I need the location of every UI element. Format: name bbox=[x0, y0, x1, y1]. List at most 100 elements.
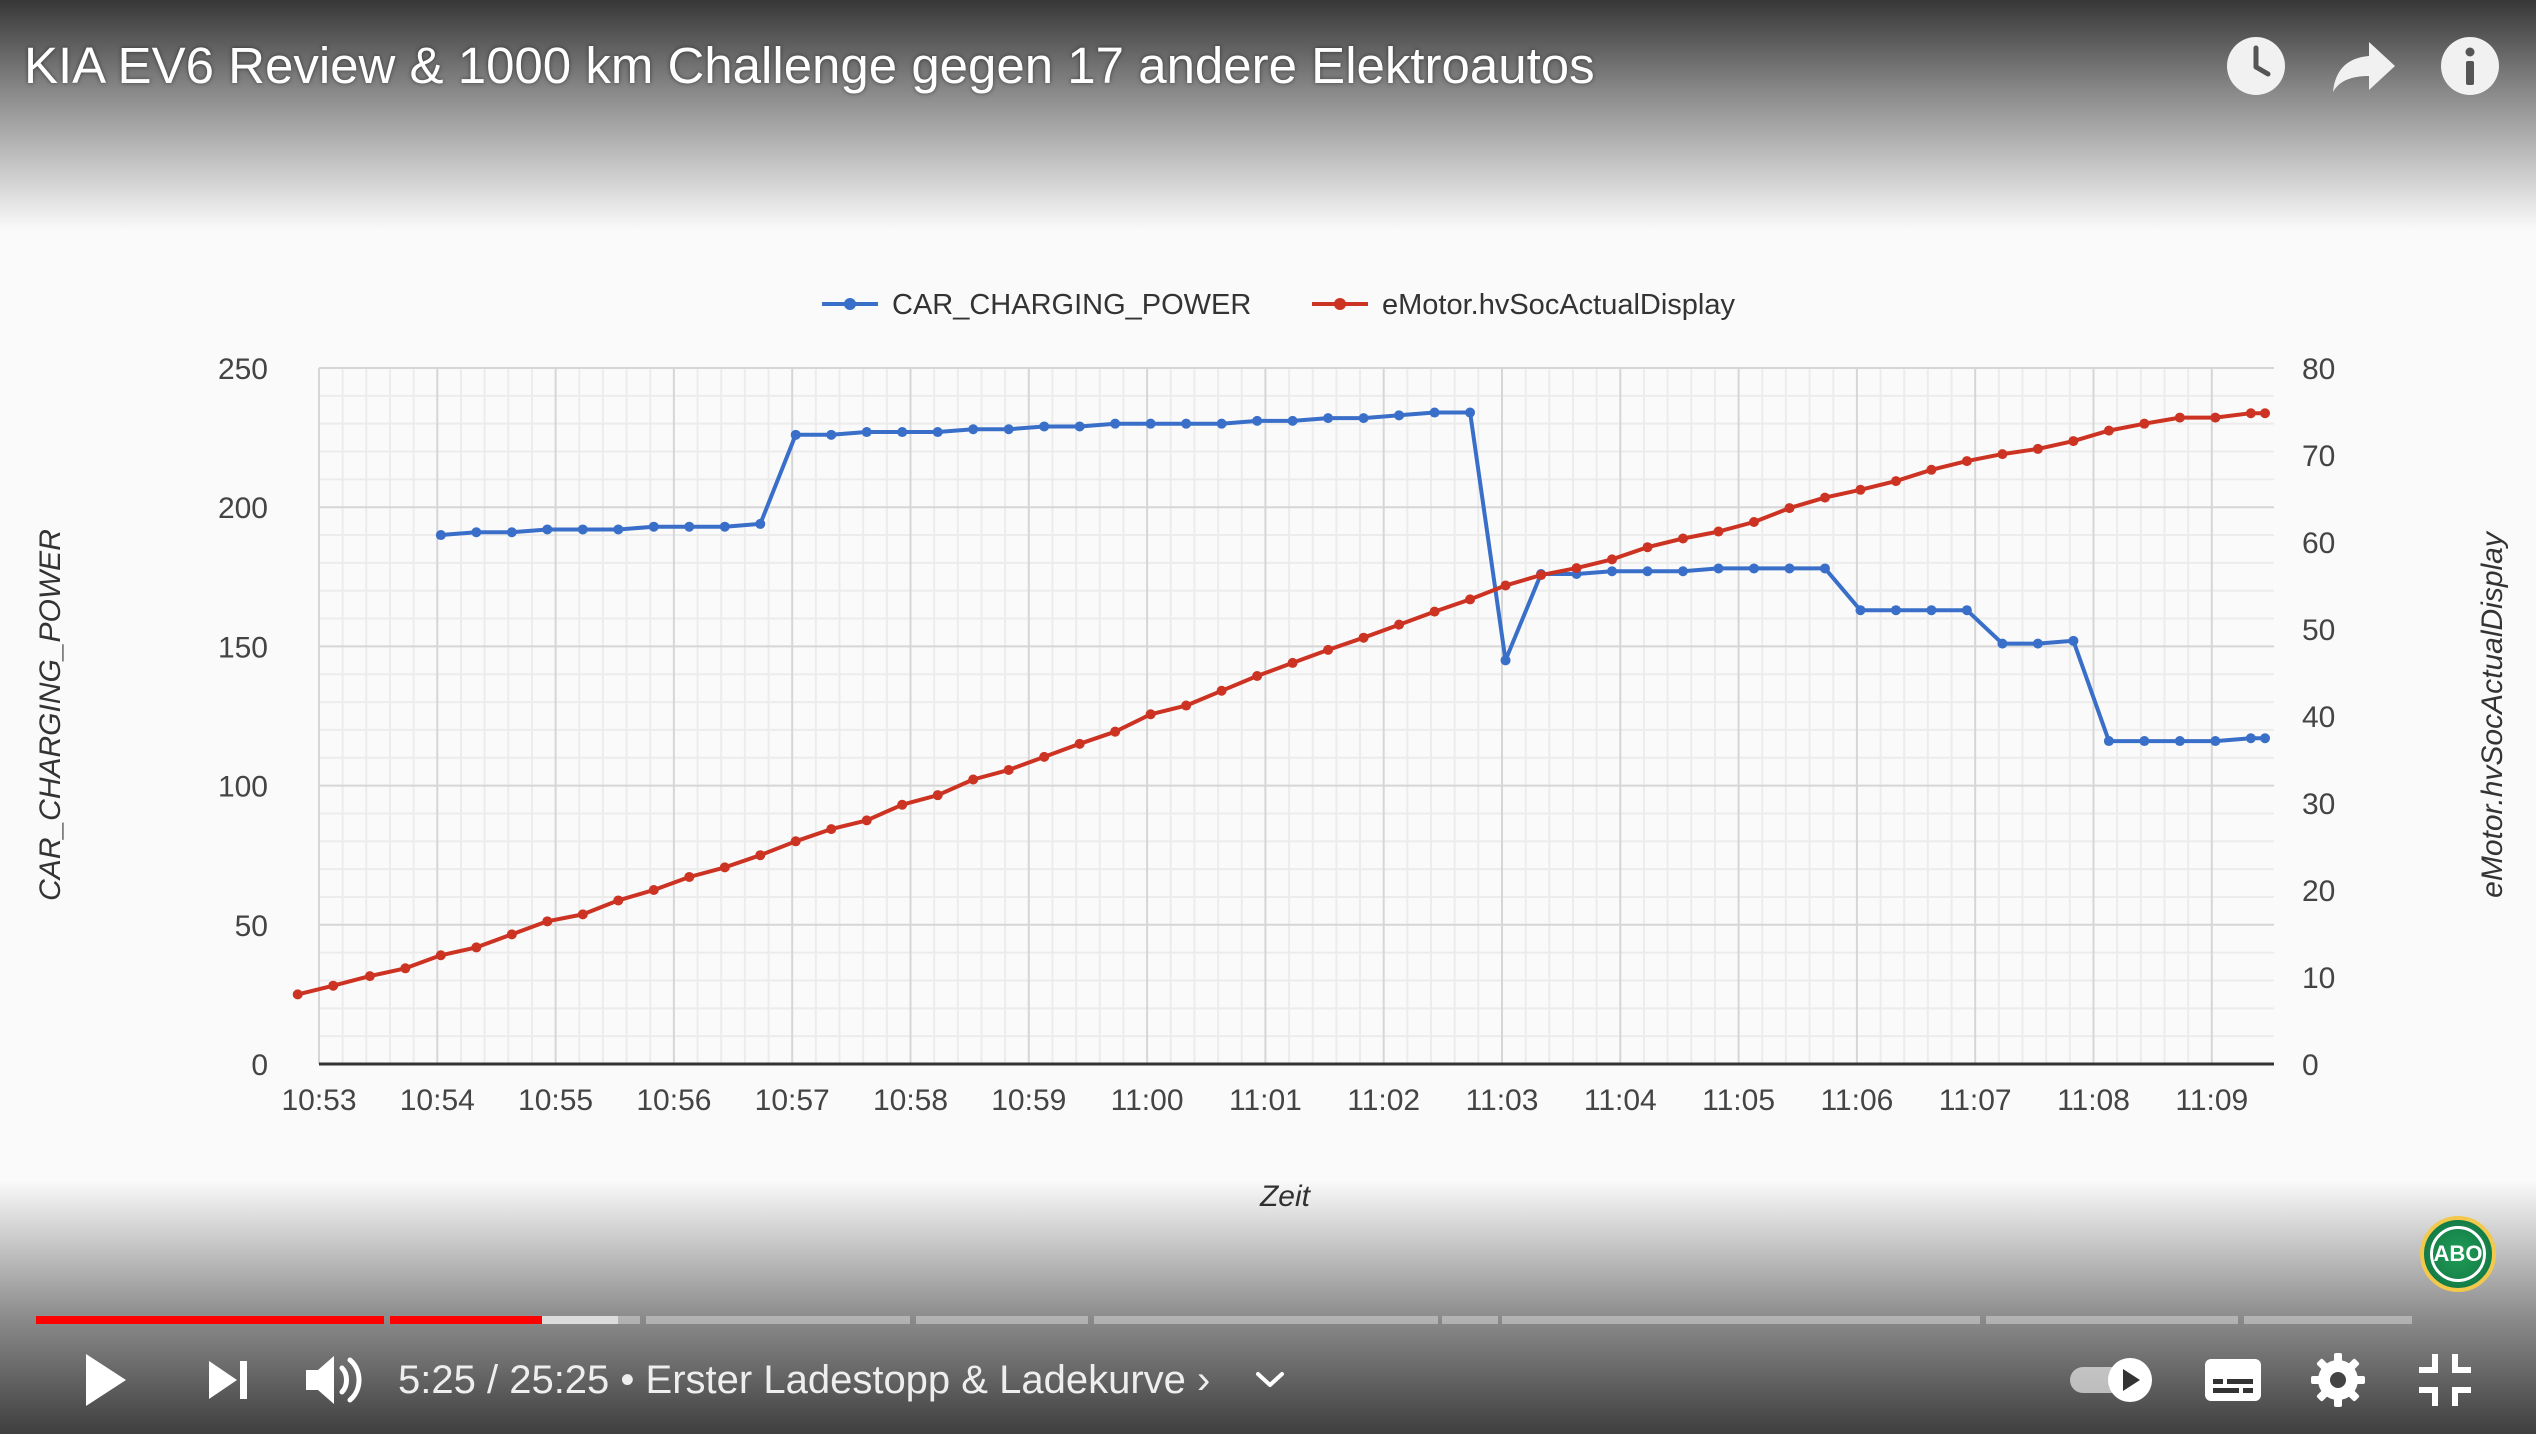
share-icon bbox=[2333, 42, 2395, 92]
data-point bbox=[1181, 418, 1192, 429]
chapter-segment[interactable] bbox=[2244, 1316, 2412, 1324]
data-point bbox=[2139, 418, 2150, 429]
data-point bbox=[2032, 638, 2043, 649]
data-point bbox=[932, 427, 943, 438]
chevron-down-icon bbox=[1256, 1372, 1284, 1387]
info-icon bbox=[2441, 37, 2499, 95]
data-point bbox=[1997, 638, 2008, 649]
data-point bbox=[1748, 516, 1759, 527]
data-point bbox=[1358, 413, 1369, 424]
chapter-segment[interactable] bbox=[646, 1316, 910, 1324]
y-tick-label: 50 bbox=[235, 910, 268, 943]
data-point bbox=[1607, 554, 1618, 565]
data-point bbox=[2032, 443, 2043, 454]
played-fill bbox=[390, 1316, 543, 1324]
data-point bbox=[1855, 484, 1866, 495]
chapter-segment[interactable] bbox=[1094, 1316, 1438, 1324]
data-point bbox=[577, 909, 588, 920]
x-tick-label: 10:57 bbox=[755, 1084, 830, 1117]
data-point bbox=[1003, 424, 1014, 435]
chapter-segment[interactable] bbox=[390, 1316, 640, 1324]
data-point bbox=[328, 980, 339, 991]
video-title[interactable]: KIA EV6 Review & 1000 km Challenge gegen… bbox=[24, 37, 1595, 94]
y2-tick-label: 10 bbox=[2302, 962, 2335, 995]
data-point bbox=[613, 895, 624, 906]
y-tick-label: 0 bbox=[251, 1049, 268, 1082]
legend-label: eMotor.hvSocActualDisplay bbox=[1382, 289, 1735, 321]
volume-button[interactable] bbox=[290, 1340, 380, 1420]
watch-later-button[interactable] bbox=[2216, 30, 2296, 102]
chapter-segment[interactable] bbox=[916, 1316, 1088, 1324]
chapter-segment[interactable] bbox=[36, 1316, 384, 1324]
data-point bbox=[577, 524, 588, 535]
data-point bbox=[1500, 655, 1511, 666]
chapter-title[interactable]: Erster Ladestopp & Ladekurve bbox=[645, 1358, 1186, 1402]
exit-fullscreen-button[interactable] bbox=[2400, 1340, 2490, 1420]
play-button[interactable] bbox=[64, 1340, 148, 1420]
share-button[interactable] bbox=[2324, 30, 2404, 102]
data-point bbox=[1039, 751, 1050, 762]
data-point bbox=[861, 815, 872, 826]
data-point bbox=[1358, 632, 1369, 643]
data-point bbox=[435, 530, 446, 541]
x-tick-label: 10:54 bbox=[400, 1084, 475, 1117]
y2-tick-label: 30 bbox=[2302, 788, 2335, 821]
skip-next-icon bbox=[209, 1361, 247, 1399]
data-point bbox=[1429, 606, 1440, 617]
data-point bbox=[2260, 408, 2271, 419]
chapter-segment[interactable] bbox=[1442, 1316, 1498, 1324]
x-axis-label: Zeit bbox=[1259, 1180, 1312, 1213]
subtitles-button[interactable] bbox=[2188, 1340, 2278, 1420]
data-point bbox=[1145, 709, 1156, 720]
data-point bbox=[1819, 563, 1830, 574]
data-point bbox=[1536, 570, 1547, 581]
data-point bbox=[861, 427, 872, 438]
subtitles-icon bbox=[2205, 1359, 2261, 1401]
data-point bbox=[1394, 619, 1405, 630]
clock-icon bbox=[2227, 37, 2285, 95]
y2-tick-label: 20 bbox=[2302, 875, 2335, 908]
data-point bbox=[1145, 418, 1156, 429]
channel-subscribe-badge[interactable]: ABO bbox=[2420, 1216, 2496, 1292]
y-tick-label: 250 bbox=[218, 353, 268, 386]
play-icon bbox=[86, 1354, 126, 1406]
played-fill bbox=[36, 1316, 384, 1324]
autoplay-toggle[interactable] bbox=[2066, 1340, 2160, 1420]
info-button[interactable] bbox=[2430, 30, 2510, 102]
time-and-chapter: 5:25 / 25:25 • Erster Ladestopp & Ladeku… bbox=[398, 1350, 1210, 1410]
settings-button[interactable] bbox=[2294, 1340, 2382, 1420]
x-tick-label: 10:53 bbox=[281, 1084, 356, 1117]
data-point bbox=[2139, 736, 2150, 747]
data-point bbox=[1926, 464, 1937, 475]
y2-axis-label: eMotor.hvSocActualDisplay bbox=[2476, 530, 2509, 898]
data-point bbox=[755, 518, 766, 529]
data-point bbox=[1465, 594, 1476, 605]
data-point bbox=[897, 799, 908, 810]
data-point bbox=[1677, 533, 1688, 544]
data-point bbox=[897, 427, 908, 438]
data-point bbox=[1394, 410, 1405, 421]
data-point bbox=[1287, 657, 1298, 668]
chapter-chevron[interactable]: › bbox=[1197, 1358, 1211, 1402]
badge-ring bbox=[2430, 1226, 2486, 1282]
data-point bbox=[1216, 418, 1227, 429]
data-point bbox=[1039, 421, 1050, 432]
progress-bar[interactable] bbox=[36, 1316, 2412, 1326]
y-tick-label: 150 bbox=[218, 631, 268, 664]
x-tick-label: 11:07 bbox=[1939, 1084, 2012, 1117]
next-button[interactable] bbox=[186, 1340, 270, 1420]
chapter-expand-button[interactable] bbox=[1240, 1340, 1300, 1420]
data-point bbox=[968, 424, 979, 435]
chapter-segment[interactable] bbox=[1986, 1316, 2238, 1324]
data-point bbox=[1323, 644, 1334, 655]
x-tick-label: 10:56 bbox=[636, 1084, 711, 1117]
data-point bbox=[1003, 764, 1014, 775]
data-point bbox=[2260, 733, 2271, 744]
data-point bbox=[790, 429, 801, 440]
data-point bbox=[968, 774, 979, 785]
chapter-segment[interactable] bbox=[1502, 1316, 1980, 1324]
data-point bbox=[648, 521, 659, 532]
data-point bbox=[1287, 415, 1298, 426]
data-point bbox=[364, 971, 375, 982]
